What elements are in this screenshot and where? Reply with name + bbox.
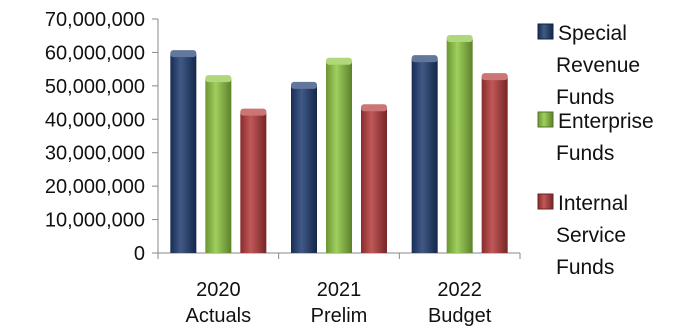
- bar-body: [170, 54, 197, 253]
- x-category-label: 2020 Actuals: [186, 279, 252, 327]
- legend-swatch: [537, 23, 554, 40]
- y-tick-label: 70,000,000: [45, 9, 145, 31]
- y-tick-label: 60,000,000: [45, 42, 145, 64]
- bar: [205, 75, 232, 254]
- bar-cap: [205, 75, 232, 83]
- bar-cap: [240, 108, 267, 116]
- bar-body: [446, 39, 473, 253]
- bar-cap: [326, 57, 352, 65]
- y-tick-label: 20,000,000: [45, 176, 145, 198]
- bar-body: [205, 79, 232, 254]
- legend-label: Internal Service Funds: [556, 192, 628, 279]
- bar: [326, 57, 352, 253]
- x-category-label: 2022 Budget: [428, 279, 492, 327]
- y-tick-label: 50,000,000: [45, 76, 145, 98]
- legend-label: Special Revenue Funds: [556, 22, 640, 109]
- axis-layer: 0 10,000,000 20,000,000 30,000,000 40,000,00…: [45, 9, 521, 327]
- bar: [170, 50, 197, 253]
- bar-body: [481, 77, 508, 253]
- bar-body: [361, 108, 387, 253]
- bar-body: [291, 85, 317, 253]
- bar: [481, 73, 508, 253]
- bar-body: [240, 112, 267, 253]
- bar-body: [411, 59, 438, 253]
- legend-entry: Special Revenue Funds: [537, 22, 640, 109]
- bar: [291, 81, 317, 253]
- bar: [361, 104, 387, 253]
- bar-cap: [170, 50, 197, 58]
- bar-cap: [481, 73, 508, 81]
- bar: [240, 108, 267, 253]
- bar: [411, 55, 438, 253]
- y-tick-label: 40,000,000: [45, 109, 145, 131]
- bar-cap: [361, 104, 387, 112]
- y-tick-label: 10,000,000: [45, 210, 145, 232]
- bar-cap: [291, 81, 317, 89]
- legend-entry: Internal Service Funds: [537, 192, 628, 279]
- bar-cap: [411, 55, 438, 63]
- legend-entry: Enterprise Funds: [537, 110, 654, 165]
- bar-cap: [446, 35, 473, 43]
- bar: [446, 35, 473, 253]
- x-category-label: 2021 Prelim: [311, 279, 368, 327]
- bars-layer: [170, 35, 508, 254]
- legend-swatch: [537, 193, 554, 210]
- legend-label: Enterprise Funds: [556, 110, 654, 165]
- legend-swatch: [537, 111, 554, 128]
- y-tick-label: 0: [134, 243, 145, 265]
- y-tick-label: 30,000,000: [45, 143, 145, 165]
- bar-body: [326, 61, 352, 253]
